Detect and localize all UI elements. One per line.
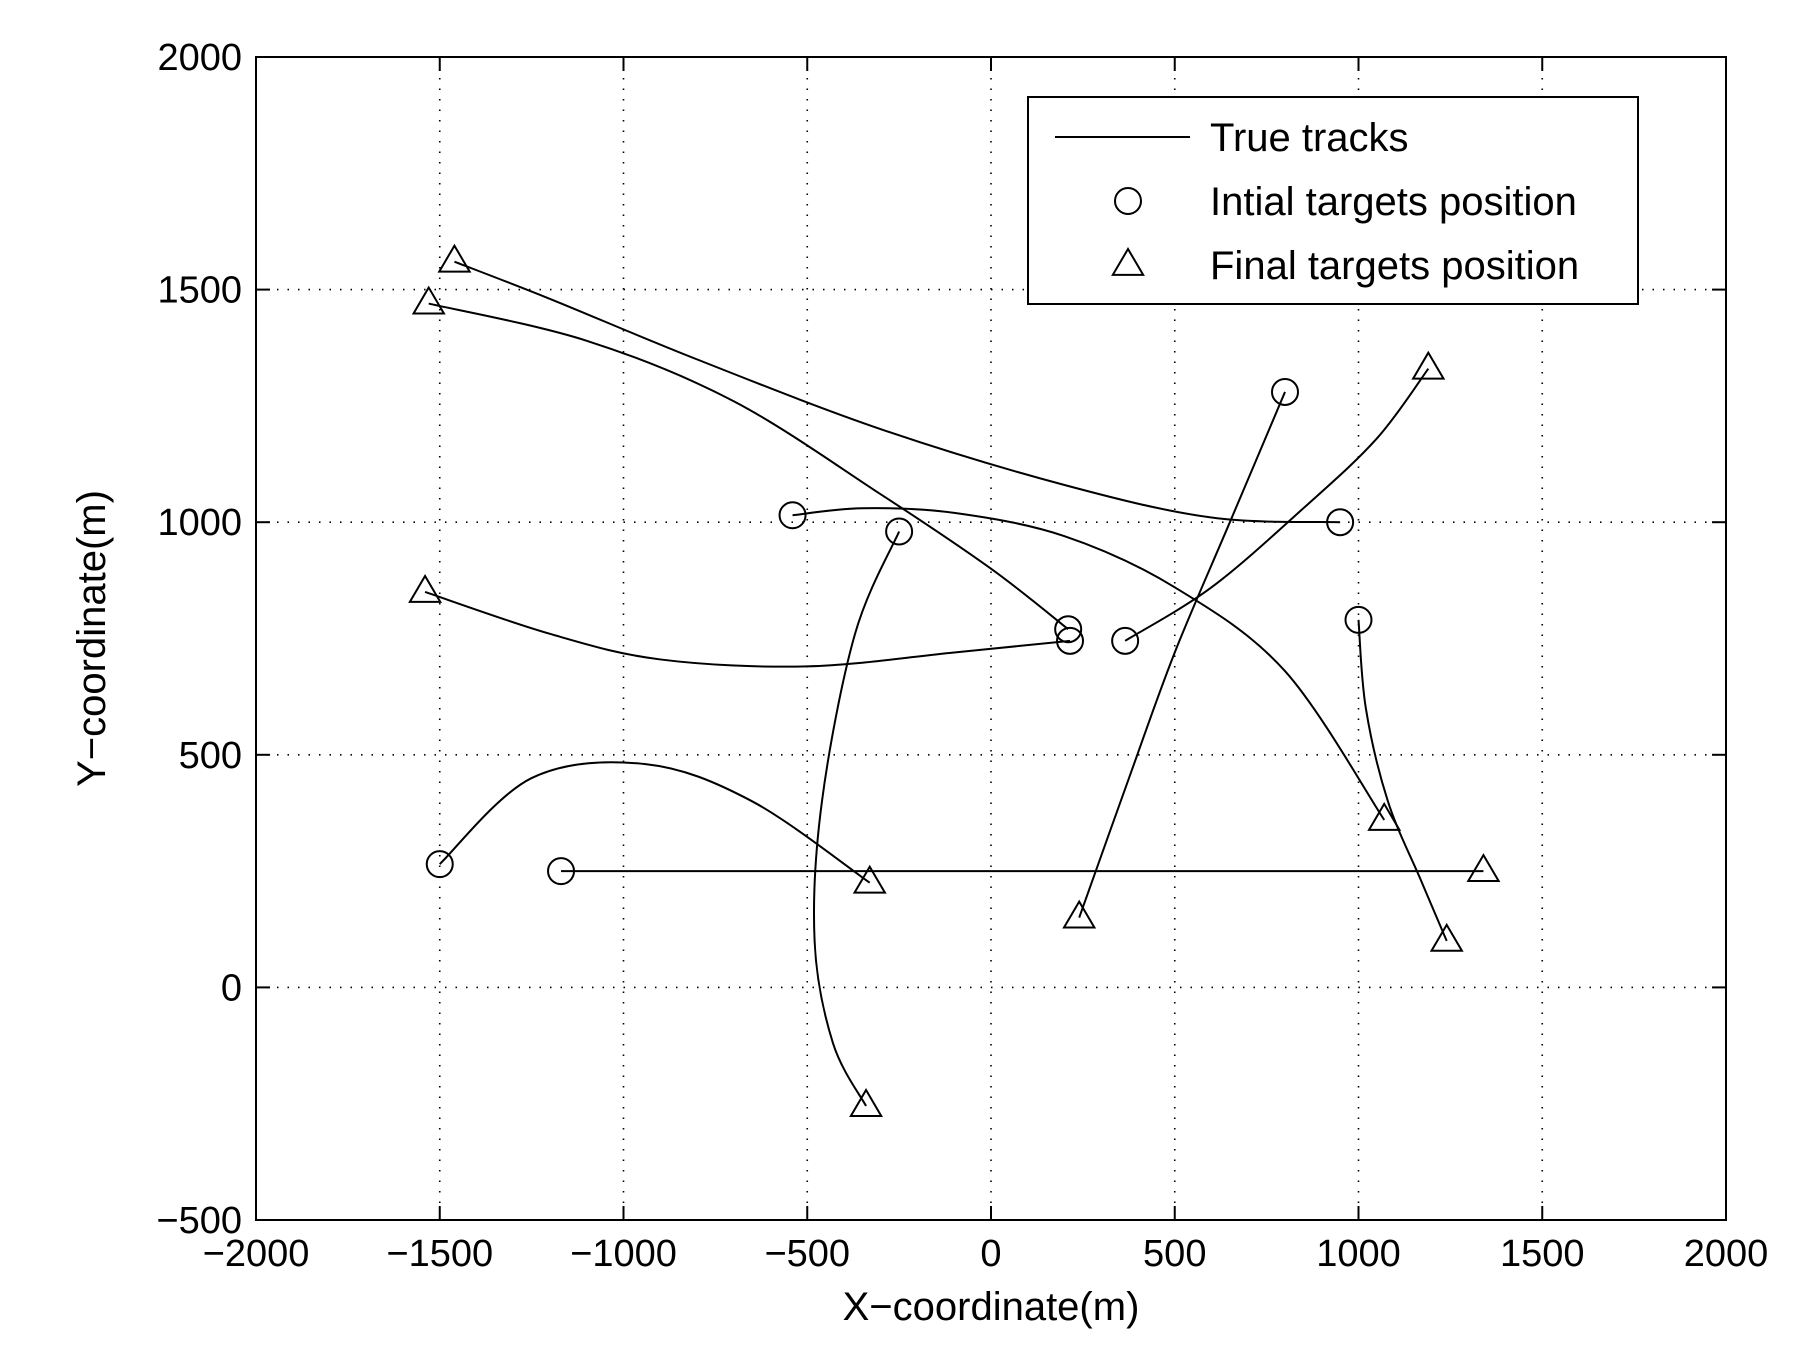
final-position-marker-9 <box>1411 350 1446 380</box>
y-tick-label: 0 <box>221 967 242 1009</box>
x-tick-label: 500 <box>1143 1233 1206 1275</box>
track-8 <box>1078 391 1286 918</box>
x-tick-label: −1500 <box>386 1233 493 1275</box>
track-3 <box>424 591 1071 668</box>
final-position-marker-5 <box>849 1088 883 1117</box>
legend-box <box>1027 96 1639 305</box>
markers <box>408 243 1501 1117</box>
initial-position-marker-6 <box>425 850 454 879</box>
track-2 <box>428 302 1069 630</box>
x-tick-label: 1500 <box>1500 1233 1585 1275</box>
initial-position-marker-10 <box>1344 605 1373 634</box>
initial-position-marker-9 <box>1111 626 1140 655</box>
y-tick-label: 1000 <box>157 502 242 544</box>
y-tick-label: −500 <box>156 1200 242 1242</box>
final-position-marker-1 <box>437 243 472 273</box>
final-position-marker-4 <box>1367 801 1402 831</box>
x-tick-label: 0 <box>980 1233 1001 1275</box>
legend-label-true-tracks: True tracks <box>1210 116 1409 160</box>
legend-triangle-icon <box>1111 247 1145 276</box>
track-6 <box>439 761 871 884</box>
initial-position-marker-7 <box>547 857 576 886</box>
final-position-marker-7 <box>1466 853 1501 883</box>
final-position-marker-10 <box>1429 922 1464 952</box>
final-position-marker-8 <box>1062 899 1097 929</box>
tracks <box>424 260 1484 1107</box>
initial-position-marker-3 <box>1056 626 1085 655</box>
final-position-marker-2 <box>411 285 446 315</box>
x-tick-label: −500 <box>764 1233 850 1275</box>
y-axis-label: Y−coordinate(m) <box>70 490 114 787</box>
grid <box>256 57 1726 1220</box>
initial-position-marker-1 <box>1326 508 1355 537</box>
initial-position-marker-8 <box>1271 377 1299 406</box>
x-axis-label: X−coordinate(m) <box>843 1285 1140 1329</box>
legend-label-final-position: Final targets position <box>1210 244 1579 288</box>
track-1 <box>454 260 1341 524</box>
y-tick-label: 2000 <box>157 37 242 79</box>
initial-position-marker-2 <box>1054 615 1083 644</box>
legend-circle-icon <box>1114 187 1142 215</box>
initial-position-marker-5 <box>885 517 914 546</box>
initial-position-marker-4 <box>778 501 807 530</box>
x-tick-label: −2000 <box>203 1233 310 1275</box>
track-9 <box>1124 368 1430 642</box>
x-tick-label: 2000 <box>1684 1233 1769 1275</box>
x-tick-label: 1000 <box>1316 1233 1401 1275</box>
legend-label-initial-position: Intial targets position <box>1210 180 1577 224</box>
y-tick-label: 500 <box>179 735 242 777</box>
track-4 <box>792 507 1386 821</box>
legend: True tracks Intial targets position Fina… <box>1027 96 1639 305</box>
x-tick-label: −1000 <box>570 1233 677 1275</box>
final-position-marker-6 <box>852 864 887 894</box>
ticks: −2000 −1500 −1000 −500 0 500 1000 1500 2000 −500 0… <box>156 37 1768 1275</box>
final-position-marker-3 <box>408 574 442 603</box>
track-10 <box>1357 619 1448 942</box>
y-tick-label: 1500 <box>157 270 242 312</box>
